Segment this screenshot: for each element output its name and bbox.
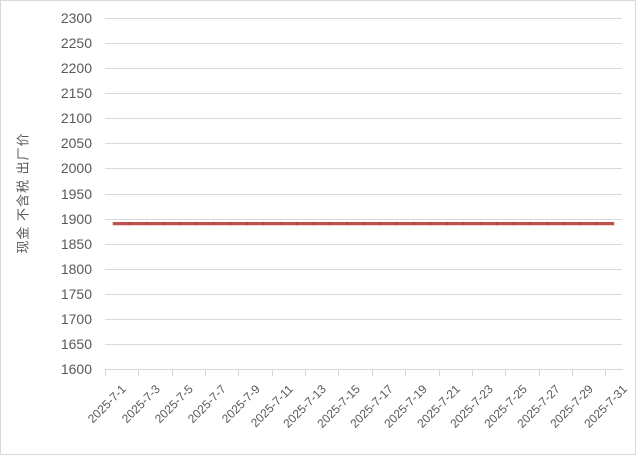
data-point-mark: [162, 221, 165, 226]
data-point-mark: [596, 221, 598, 226]
gridline: [105, 168, 622, 170]
data-point-mark: [446, 221, 448, 226]
y-tick-label: 2100: [60, 110, 92, 127]
data-point-mark: [396, 221, 398, 226]
gridline: [105, 268, 622, 270]
y-tick-label: 2150: [60, 85, 92, 102]
y-tick-label: 1900: [60, 210, 92, 227]
x-axis-tick: [571, 370, 573, 376]
data-point-mark: [429, 221, 431, 226]
data-point-mark: [262, 221, 265, 226]
y-tick-label: 2200: [60, 60, 92, 77]
data-point-mark: [362, 221, 365, 226]
gridline: [105, 143, 622, 145]
data-point-mark: [179, 221, 181, 226]
data-point-mark: [462, 221, 465, 226]
x-axis-tick: [305, 370, 307, 376]
gridline: [105, 93, 622, 95]
gridline: [105, 118, 622, 120]
y-tick-label: 1650: [60, 335, 92, 352]
x-axis-tick: [471, 370, 473, 376]
data-point-mark: [296, 221, 298, 226]
x-axis-tick: [105, 370, 106, 376]
data-point-mark: [329, 221, 331, 226]
gridline: [105, 293, 622, 295]
x-axis-tick: [238, 370, 240, 376]
gridline: [105, 43, 622, 45]
data-point-mark: [546, 221, 548, 226]
data-point-mark: [412, 221, 415, 226]
gridline: [105, 18, 622, 19]
y-tick-label: 2250: [60, 35, 92, 52]
y-tick-label: 1700: [60, 310, 92, 327]
x-axis-tick: [271, 370, 273, 376]
data-point-mark: [562, 221, 565, 226]
y-tick-label: 1600: [60, 361, 92, 377]
x-axis-tick: [138, 370, 140, 376]
gridline: [105, 68, 622, 70]
data-point-mark: [212, 221, 215, 226]
data-point-mark: [229, 221, 231, 226]
data-point-mark: [479, 221, 481, 226]
x-axis-tick: [338, 370, 340, 376]
x-axis-tick: [405, 370, 407, 376]
x-axis-tick: [438, 370, 440, 376]
data-point-mark: [145, 221, 148, 226]
data-point-mark: [379, 221, 381, 226]
data-point-mark: [496, 221, 498, 226]
y-tick-label: 2300: [60, 10, 92, 26]
data-point-mark: [129, 221, 131, 226]
y-tick-label: 1750: [60, 285, 92, 302]
gridline: [105, 193, 622, 195]
gridline: [105, 343, 622, 345]
data-point-mark: [246, 221, 248, 226]
y-tick-label: 1800: [60, 260, 92, 277]
data-point-mark: [279, 221, 281, 226]
data-point-mark: [529, 221, 532, 226]
y-tick-label: 1950: [60, 185, 92, 202]
x-axis-tick: [505, 370, 507, 376]
data-point-mark: [612, 221, 615, 226]
gridline: [105, 243, 622, 245]
data-point-mark: [346, 221, 348, 226]
data-point-mark: [312, 221, 315, 226]
x-axis-line: [105, 369, 623, 370]
gridline: [105, 318, 622, 320]
x-axis-tick: [538, 370, 540, 376]
data-point-mark: [512, 221, 515, 226]
x-axis-tick: [171, 370, 173, 376]
y-tick-label: 2000: [60, 160, 92, 177]
data-point-mark: [579, 221, 582, 226]
x-axis-tick: [205, 370, 207, 376]
data-point-mark: [195, 221, 198, 226]
y-tick-label: 1850: [60, 235, 92, 252]
plot-area: [112, 221, 615, 226]
x-axis-tick: [371, 370, 373, 376]
data-point-mark: [112, 221, 115, 226]
gridline: [105, 218, 622, 220]
x-axis-tick: [605, 370, 607, 376]
y-tick-label: 2050: [60, 135, 92, 152]
